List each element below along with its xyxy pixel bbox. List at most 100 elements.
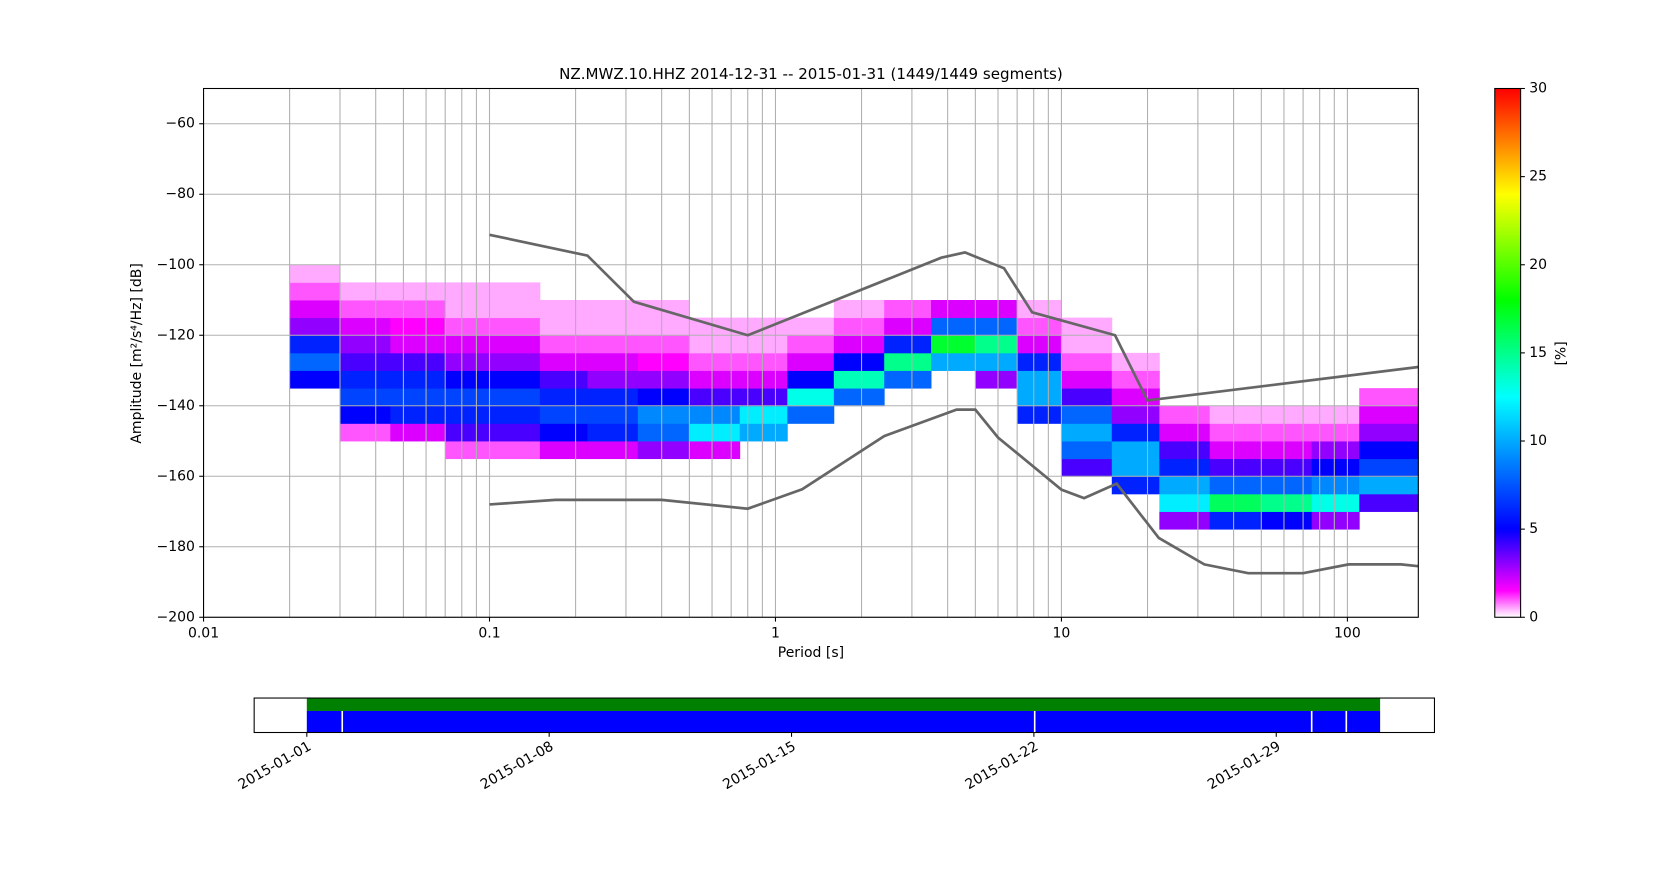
colorbar-tick-label: 15	[1529, 345, 1547, 361]
x-tick-label: 2015-01-22	[963, 738, 1041, 793]
heatmap-cell	[1111, 441, 1160, 460]
coverage-bar	[306, 710, 342, 733]
heatmap-cell	[689, 423, 741, 442]
heatmap-cell	[1311, 423, 1360, 442]
heatmap-cell	[1261, 423, 1313, 442]
heatmap-cell	[637, 352, 690, 371]
heatmap-cell	[689, 370, 741, 389]
heatmap-cell	[445, 282, 490, 301]
y-tick-label: −200	[156, 609, 194, 625]
heatmap-cell	[390, 388, 446, 407]
heatmap-cell	[1061, 388, 1113, 407]
colorbar-label: [%]	[1554, 341, 1570, 365]
chart-title: NZ.MWZ.10.HHZ 2014-12-31 -- 2015-01-31 (…	[559, 65, 1063, 83]
y-tick-label: −180	[156, 539, 194, 555]
heatmap-cell	[1359, 441, 1419, 460]
heatmap-cell	[1261, 405, 1313, 424]
heatmap-cell	[390, 282, 446, 301]
heatmap-cell	[975, 352, 1018, 371]
heatmap-cell	[1261, 476, 1313, 495]
y-axis-label: Amplitude [m²/s⁴/Hz] [dB]	[129, 263, 145, 443]
heatmap-cell	[390, 423, 446, 442]
heatmap-cell	[489, 423, 541, 442]
heatmap-cell	[1359, 405, 1419, 424]
heatmap-cell	[489, 335, 541, 354]
heatmap-cell	[1061, 441, 1113, 460]
coverage-bar	[1312, 710, 1346, 733]
heatmap-cell	[289, 370, 341, 389]
heatmap-cell	[1311, 441, 1360, 460]
heatmap-cell	[884, 352, 932, 371]
heatmap-cell	[833, 317, 885, 336]
heatmap-cell	[833, 300, 885, 319]
heatmap-cell	[339, 335, 391, 354]
heatmap-cell	[689, 335, 741, 354]
heatmap-cell	[1209, 458, 1262, 477]
heatmap-cell	[739, 388, 788, 407]
heatmap-cell	[1017, 335, 1062, 354]
heatmap-cell	[1159, 458, 1211, 477]
heatmap-cell	[445, 370, 490, 389]
heatmap-cell	[339, 282, 391, 301]
heatmap-cell	[833, 388, 885, 407]
heatmap-cell	[539, 335, 588, 354]
heatmap-cell	[1359, 423, 1419, 442]
x-tick-label: 0.01	[188, 625, 219, 641]
heatmap-cell	[1261, 441, 1313, 460]
coverage-bar	[1035, 710, 1311, 733]
x-tick-label: 10	[1053, 625, 1071, 641]
heatmap-cell	[1017, 352, 1062, 371]
noise-model-line	[489, 408, 1419, 575]
x-tick-label: 100	[1334, 625, 1361, 641]
y-tick-label: −60	[165, 116, 195, 132]
heatmap-cell	[539, 300, 588, 319]
heatmap-cell	[689, 405, 741, 424]
heatmap-cell	[1209, 511, 1262, 530]
heatmap-cell	[884, 300, 932, 319]
heatmap-cell	[1261, 493, 1313, 512]
heatmap-cell	[975, 317, 1018, 336]
x-tick-label: 2015-01-08	[478, 738, 556, 793]
colorbar-tick-label: 30	[1529, 81, 1547, 97]
heatmap-cell	[637, 388, 690, 407]
heatmap-cell	[833, 335, 885, 354]
heatmap-cell	[1061, 370, 1113, 389]
heatmap-cell	[587, 423, 639, 442]
heatmap-cell	[339, 405, 391, 424]
heatmap-cell	[489, 317, 541, 336]
timeline-frame	[253, 697, 1435, 734]
heatmap-cell	[1311, 493, 1360, 512]
heatmap-cell	[787, 335, 835, 354]
heatmap-cell	[1359, 388, 1419, 407]
heatmap-cell	[1061, 335, 1113, 354]
y-tick-label: −120	[156, 327, 194, 343]
heatmap-cell	[390, 405, 446, 424]
y-tick-label: −80	[165, 186, 195, 202]
coverage-bar	[306, 698, 1381, 711]
heatmap-cell	[1111, 405, 1160, 424]
heatmap-cell	[339, 423, 391, 442]
heatmap-cell	[637, 423, 690, 442]
heatmap-cell	[1017, 317, 1062, 336]
heatmap-cell	[689, 352, 741, 371]
heatmap-cell	[739, 352, 788, 371]
heatmap-cell	[489, 300, 541, 319]
heatmap-cell	[587, 317, 639, 336]
colorbar-tick-label: 10	[1529, 433, 1547, 449]
heatmap-cell	[489, 370, 541, 389]
heatmap-cell	[787, 352, 835, 371]
heatmap-cell	[1111, 458, 1160, 477]
heatmap-cell	[884, 370, 932, 389]
heatmap-cell	[833, 352, 885, 371]
heatmap-cell	[1061, 405, 1113, 424]
heatmap-cell	[445, 352, 490, 371]
heatmap-cell	[1159, 405, 1211, 424]
heatmap-cell	[739, 370, 788, 389]
heatmap-cell	[390, 370, 446, 389]
x-tick-label: 2015-01-01	[236, 738, 314, 793]
x-axis-label: Period [s]	[778, 645, 844, 661]
heatmap-cell	[445, 423, 490, 442]
heatmap-cell	[1159, 441, 1211, 460]
heatmap-cell	[1017, 388, 1062, 407]
